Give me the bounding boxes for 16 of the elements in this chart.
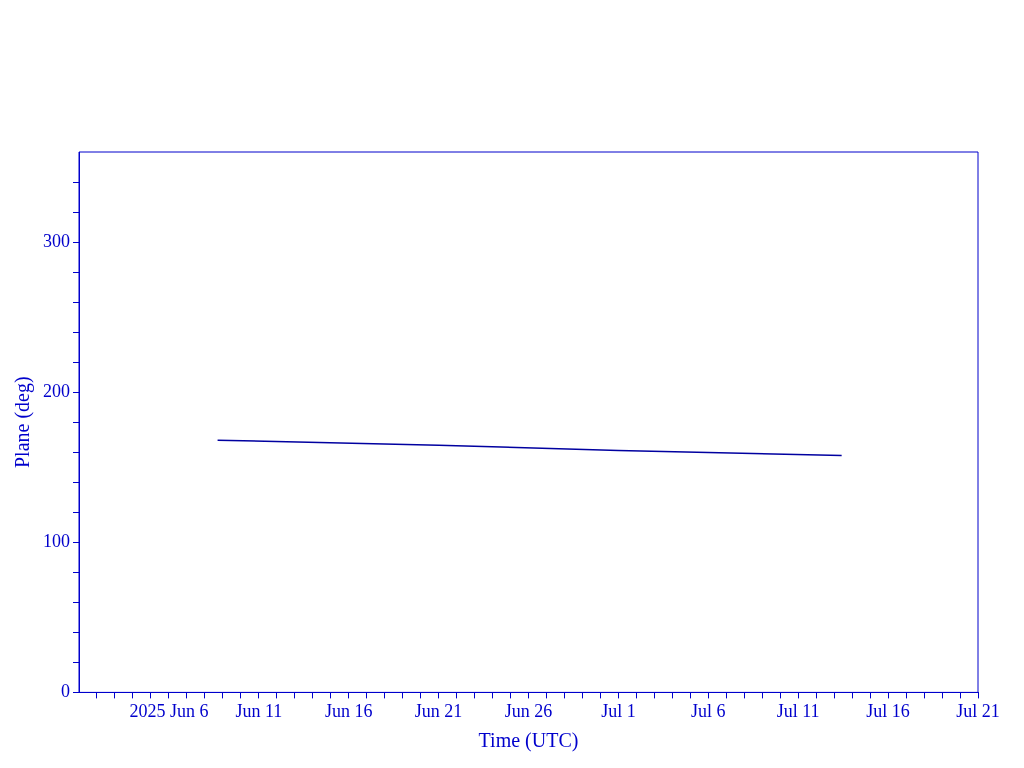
x-tick-label: Jul 21 [956, 700, 1000, 721]
x-tick-label: Jun 11 [235, 700, 283, 721]
x-tick-label: Jul 16 [866, 700, 910, 721]
x-tick-label: Jun 26 [504, 700, 553, 721]
x-axis-title: Time (UTC) [478, 729, 579, 753]
x-tick-label: Jul 11 [776, 700, 820, 721]
x-tick-label: Jul 1 [601, 700, 636, 721]
x-tick-label: 2025 Jun 6 [129, 700, 209, 721]
x-tick-label: Jun 16 [324, 700, 373, 721]
x-tick-label: Jul 6 [691, 700, 726, 721]
x-tick-label: Jun 21 [414, 700, 463, 721]
y-tick-label: 100 [43, 531, 70, 552]
y-tick-label: 300 [43, 230, 70, 251]
y-tick-label: 0 [61, 681, 70, 702]
y-axis-title: Plane (deg) [11, 376, 35, 469]
y-tick-label: 200 [43, 380, 70, 401]
